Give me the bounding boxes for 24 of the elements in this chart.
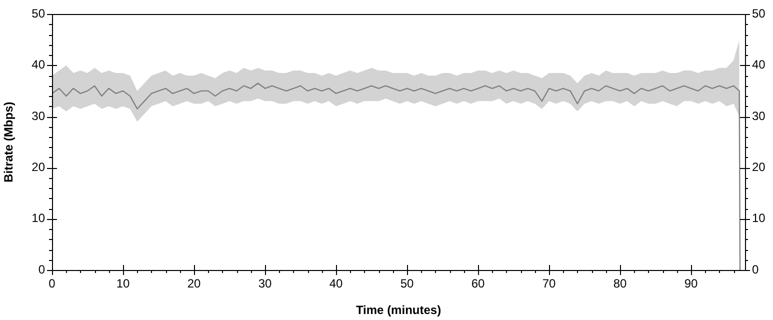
x-tick-label: 10 <box>116 276 130 291</box>
x-tick-label: 70 <box>542 276 556 291</box>
y-tick-label: 50 <box>32 6 46 21</box>
x-tick-label: 30 <box>258 276 272 291</box>
y2-tick-label: 20 <box>752 160 766 174</box>
x-tick-label: 90 <box>684 276 698 291</box>
y-axis-title: Bitrate (Mbps) <box>2 102 16 182</box>
y2-tick-label: 10 <box>752 211 766 226</box>
x-tick-label: 40 <box>329 276 344 291</box>
x-tick-label: 50 <box>400 276 414 291</box>
x-axis-title: Time (minutes) <box>356 303 442 318</box>
y2-tick-label: 0 <box>752 262 759 276</box>
y2-tick-label: 50 <box>752 6 766 21</box>
y-tick-label: 0 <box>38 262 46 276</box>
x-tick-label: 80 <box>613 276 628 291</box>
x-tick-label: 60 <box>471 276 486 291</box>
y-tick-label: 20 <box>32 160 46 174</box>
y-tick-label: 40 <box>32 58 46 72</box>
y2-tick-label: 30 <box>752 108 766 123</box>
x-tick-label: 20 <box>187 276 201 291</box>
y2-tick-label: 40 <box>752 58 766 72</box>
y-tick-label: 10 <box>32 211 46 226</box>
x-tick-label: 0 <box>48 276 56 291</box>
y-tick-label: 30 <box>32 108 46 123</box>
